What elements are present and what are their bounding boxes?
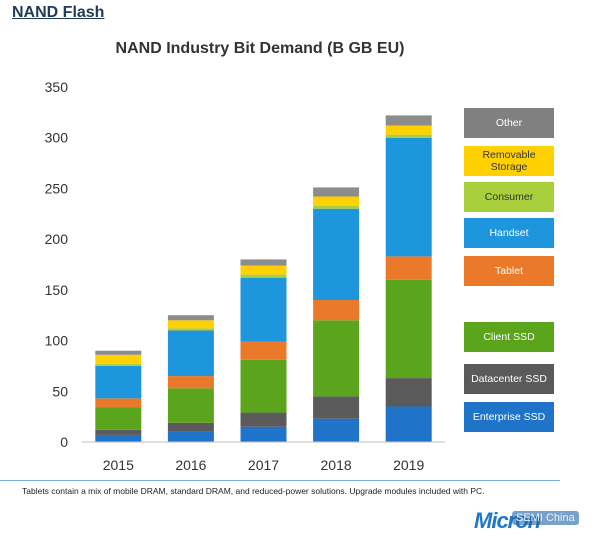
y-tick-label: 100 bbox=[45, 333, 69, 349]
x-tick-label: 2017 bbox=[248, 457, 279, 473]
x-tick-label: 2018 bbox=[321, 457, 352, 473]
page-header-title: NAND Flash bbox=[12, 4, 105, 21]
bar-segment-other-2018 bbox=[313, 187, 360, 197]
legend-item-handset: Handset bbox=[464, 218, 554, 248]
bar-segment-tablet-2017 bbox=[240, 341, 287, 360]
bar-segment-handset-2016 bbox=[167, 330, 214, 377]
bar-segment-enterprise-ssd-2017 bbox=[240, 426, 287, 442]
chart-title: NAND Industry Bit Demand (B GB EU) bbox=[115, 40, 405, 57]
bar-segment-consumer-2018 bbox=[313, 205, 360, 209]
bar-segment-handset-2019 bbox=[385, 137, 432, 257]
x-tick-label: 2019 bbox=[393, 457, 424, 473]
legend-item-enterprise-ssd: Enterprise SSD bbox=[464, 402, 554, 432]
bar-segment-removable-storage-2017 bbox=[240, 265, 287, 275]
bar-segment-consumer-2016 bbox=[167, 328, 214, 331]
bar-segment-enterprise-ssd-2019 bbox=[385, 406, 432, 442]
y-tick-label: 200 bbox=[45, 231, 69, 247]
bar-segment-removable-storage-2016 bbox=[167, 320, 214, 329]
bar-segment-handset-2015 bbox=[95, 365, 142, 399]
bar-segment-client-ssd-2017 bbox=[240, 359, 287, 413]
bar-segment-tablet-2018 bbox=[313, 300, 360, 321]
bar-segment-consumer-2019 bbox=[385, 134, 432, 138]
legend-item-consumer: Consumer bbox=[464, 182, 554, 212]
bar-segment-datacenter-ssd-2017 bbox=[240, 412, 287, 427]
legend-item-removable-storage: Removable Storage bbox=[464, 146, 554, 176]
bar-segment-datacenter-ssd-2019 bbox=[385, 378, 432, 407]
bar-segment-removable-storage-2019 bbox=[385, 125, 432, 135]
watermark: SEMI China bbox=[512, 511, 579, 525]
bar-segment-removable-storage-2018 bbox=[313, 196, 360, 206]
y-tick-label: 250 bbox=[45, 180, 69, 196]
bar-segment-client-ssd-2019 bbox=[385, 279, 432, 379]
x-tick-label: 2015 bbox=[103, 457, 134, 473]
bar-segment-other-2015 bbox=[95, 350, 142, 355]
legend-item-other: Other bbox=[464, 108, 554, 138]
y-tick-label: 150 bbox=[45, 282, 69, 298]
bar-segment-datacenter-ssd-2016 bbox=[167, 422, 214, 432]
bar-segment-datacenter-ssd-2015 bbox=[95, 429, 142, 435]
bar-segment-client-ssd-2016 bbox=[167, 388, 214, 423]
y-axis: 0 50 100 150 200 250 300 350 bbox=[45, 79, 69, 450]
legend-item-datacenter-ssd: Datacenter SSD bbox=[464, 364, 554, 394]
bar-segment-enterprise-ssd-2016 bbox=[167, 431, 214, 442]
bar-segment-handset-2018 bbox=[313, 208, 360, 300]
x-axis: 2015 2016 2017 2018 2019 bbox=[82, 441, 445, 473]
bar-segment-tablet-2016 bbox=[167, 376, 214, 389]
bar-segment-enterprise-ssd-2018 bbox=[313, 418, 360, 442]
y-tick-label: 350 bbox=[45, 79, 69, 95]
x-tick-label: 2016 bbox=[175, 457, 206, 473]
bar-segment-enterprise-ssd-2015 bbox=[95, 434, 142, 442]
legend-item-tablet: Tablet bbox=[464, 256, 554, 286]
footer-divider bbox=[0, 480, 560, 481]
bar-segment-client-ssd-2018 bbox=[313, 320, 360, 397]
bar-segment-consumer-2015 bbox=[95, 363, 142, 366]
legend-item-client-ssd: Client SSD bbox=[464, 322, 554, 352]
bar-segment-other-2016 bbox=[167, 315, 214, 321]
bar-segment-handset-2017 bbox=[240, 277, 287, 342]
bar-segment-tablet-2019 bbox=[385, 256, 432, 280]
y-tick-label: 0 bbox=[60, 434, 68, 450]
bar-segment-removable-storage-2015 bbox=[95, 354, 142, 364]
bar-segment-datacenter-ssd-2018 bbox=[313, 396, 360, 419]
bars-group bbox=[95, 115, 432, 442]
chart-footnote: Tablets contain a mix of mobile DRAM, st… bbox=[22, 486, 485, 496]
bar-segment-other-2019 bbox=[385, 115, 432, 126]
bar-segment-tablet-2015 bbox=[95, 398, 142, 408]
bar-segment-consumer-2017 bbox=[240, 274, 287, 278]
bar-segment-other-2017 bbox=[240, 259, 287, 266]
y-tick-label: 300 bbox=[45, 130, 69, 146]
bar-segment-client-ssd-2015 bbox=[95, 407, 142, 430]
y-tick-label: 50 bbox=[52, 383, 68, 399]
